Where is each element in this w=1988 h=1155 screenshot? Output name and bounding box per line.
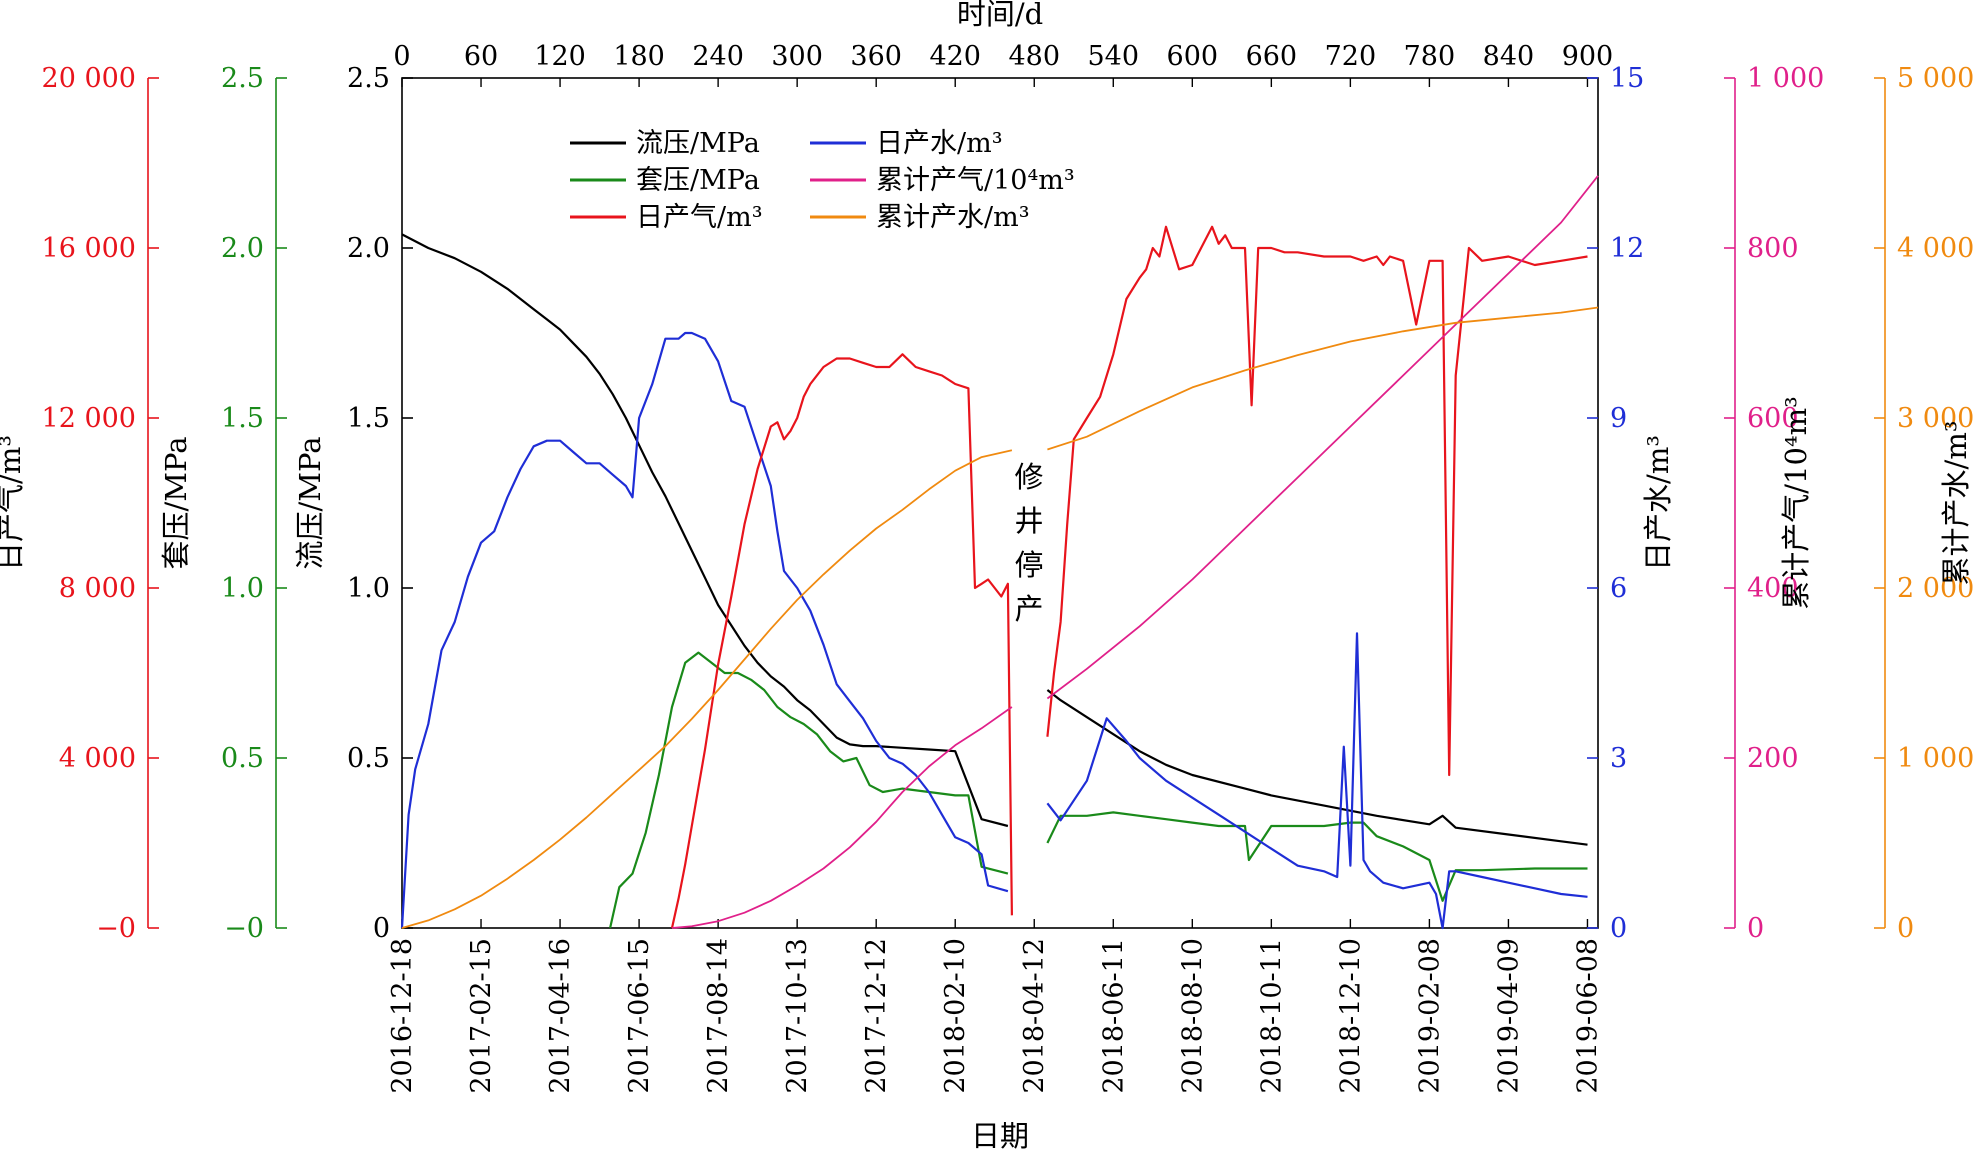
top-tick-label-15: 900 [1562, 41, 1614, 72]
top-tick-label-0: 0 [393, 41, 410, 72]
date-tick-label-2: 2017-04-16 [545, 938, 576, 1094]
annotation-char-0: 修 [1014, 460, 1043, 494]
tick-label-flow_pressure-2: 1.0 [347, 573, 390, 604]
legend-label-casing_pressure: 套压/MPa [636, 165, 760, 196]
tick-label-water_daily-5: 15 [1610, 63, 1644, 94]
date-tick-label-6: 2017-12-12 [861, 938, 892, 1094]
axis-title-flow_pressure: 流压/MPa [293, 437, 327, 570]
top-tick-label-7: 420 [929, 41, 981, 72]
plot-frame [401, 77, 1599, 929]
tick-label-water_daily-2: 6 [1610, 573, 1627, 604]
date-tick-label-12: 2018-12-10 [1335, 938, 1366, 1094]
tick-label-water_cumulative-0: 0 [1897, 913, 1914, 944]
axis-title-casing_pressure: 套压/MPa [159, 437, 193, 570]
tick-label-water_cumulative-1: 1 000 [1897, 743, 1974, 774]
tick-label-water_daily-0: 0 [1610, 913, 1627, 944]
tick-label-casing_pressure-4: 2.0 [221, 233, 264, 264]
series-line-gas_daily [670, 225, 1588, 929]
legend-label-gas_cumulative: 累计产气/10⁴m³ [876, 165, 1075, 196]
tick-label-flow_pressure-3: 1.5 [347, 403, 390, 434]
top-tick-label-4: 240 [692, 41, 744, 72]
date-tick-label-1: 2017-02-15 [466, 938, 497, 1094]
date-tick-label-10: 2018-08-10 [1177, 938, 1208, 1094]
date-tick-label-13: 2019-02-08 [1414, 938, 1445, 1094]
tick-label-gas_daily-4: 16 000 [42, 233, 136, 264]
tick-label-water_daily-1: 3 [1610, 743, 1627, 774]
series-line-water_daily [400, 331, 1588, 930]
axis-title-water_cumulative: 累计产水/m³ [1939, 421, 1973, 586]
tick-label-gas_daily-1: 4 000 [59, 743, 136, 774]
date-tick-label-11: 2018-10-11 [1256, 938, 1287, 1094]
tick-label-casing_pressure-0: −0 [224, 913, 264, 944]
tick-label-gas_daily-0: −0 [96, 913, 136, 944]
tick-label-casing_pressure-3: 1.5 [221, 403, 264, 434]
date-tick-label-9: 2018-06-11 [1098, 938, 1129, 1094]
tick-label-water_daily-4: 12 [1610, 233, 1644, 264]
date-tick-label-8: 2018-04-12 [1019, 938, 1050, 1094]
tick-label-flow_pressure-4: 2.0 [347, 233, 390, 264]
legend-label-flow_pressure: 流压/MPa [636, 128, 760, 159]
top-tick-label-2: 120 [534, 41, 586, 72]
date-tick-label-3: 2017-06-15 [624, 938, 655, 1094]
bottom-axis-title: 日期 [971, 1119, 1029, 1153]
series-line-flow_pressure [401, 233, 1588, 846]
annotation-char-1: 井 [1014, 504, 1043, 538]
top-tick-label-13: 780 [1404, 41, 1456, 72]
tick-label-gas_cumulative-0: 0 [1747, 913, 1764, 944]
tick-label-flow_pressure-0: 0 [373, 913, 390, 944]
tick-label-casing_pressure-5: 2.5 [221, 63, 264, 94]
top-tick-label-1: 60 [464, 41, 498, 72]
tick-label-gas_daily-2: 8 000 [59, 573, 136, 604]
tick-label-gas_daily-5: 20 000 [42, 63, 136, 94]
tick-label-gas_daily-3: 12 000 [42, 403, 136, 434]
top-tick-label-11: 660 [1246, 41, 1298, 72]
tick-label-flow_pressure-1: 0.5 [347, 743, 390, 774]
axis-title-water_daily: 日产水/m³ [1641, 435, 1675, 571]
date-tick-label-15: 2019-06-08 [1572, 938, 1603, 1094]
tick-label-gas_cumulative-2: 400 [1747, 573, 1799, 604]
legend-label-water_daily: 日产水/m³ [876, 128, 1003, 159]
tick-label-casing_pressure-2: 1.0 [221, 573, 264, 604]
top-axis-title: 时间/d [957, 0, 1043, 31]
tick-label-gas_cumulative-3: 600 [1747, 403, 1799, 434]
legend-label-water_cumulative: 累计产水/m³ [876, 202, 1030, 233]
date-tick-label-4: 2017-08-14 [703, 938, 734, 1094]
annotation-char-2: 停 [1014, 548, 1043, 582]
tick-label-water_daily-3: 9 [1610, 403, 1627, 434]
tick-label-water_cumulative-3: 3 000 [1897, 403, 1974, 434]
series-line-gas_cumulative [671, 175, 1599, 929]
date-tick-label-0: 2016-12-18 [387, 938, 418, 1094]
tick-label-water_cumulative-5: 5 000 [1897, 63, 1974, 94]
tick-label-gas_cumulative-4: 800 [1747, 233, 1799, 264]
tick-label-gas_cumulative-5: 1 000 [1747, 63, 1824, 94]
top-tick-label-9: 540 [1088, 41, 1140, 72]
top-tick-label-12: 720 [1325, 41, 1377, 72]
axis-title-gas_daily: 日产气/m³ [0, 435, 27, 571]
top-tick-label-14: 840 [1483, 41, 1535, 72]
tick-label-water_cumulative-2: 2 000 [1897, 573, 1974, 604]
top-tick-label-6: 360 [850, 41, 902, 72]
series-group [400, 175, 1599, 930]
legend-label-gas_daily: 日产气/m³ [636, 202, 763, 233]
axis-title-gas_cumulative: 累计产气/10⁴m³ [1779, 396, 1813, 609]
top-tick-label-10: 600 [1167, 41, 1219, 72]
top-tick-label-3: 180 [613, 41, 665, 72]
date-tick-label-14: 2019-04-09 [1493, 938, 1524, 1094]
series-line-water_cumulative [401, 306, 1599, 929]
date-tick-label-7: 2018-02-10 [940, 938, 971, 1094]
top-tick-label-8: 480 [1008, 41, 1060, 72]
annotation-char-3: 产 [1014, 592, 1043, 626]
tick-label-casing_pressure-1: 0.5 [221, 743, 264, 774]
legend: 流压/MPa 套压/MPa 日产气/m³ 日产水/m³ 累计产气/10⁴m³ 累计产水/m… [570, 128, 1075, 233]
tick-label-gas_cumulative-1: 200 [1747, 743, 1799, 774]
series-line-casing_pressure [609, 651, 1588, 929]
date-tick-label-5: 2017-10-13 [782, 938, 813, 1094]
tick-label-water_cumulative-4: 4 000 [1897, 233, 1974, 264]
tick-label-flow_pressure-5: 2.5 [347, 63, 390, 94]
top-tick-label-5: 300 [771, 41, 823, 72]
